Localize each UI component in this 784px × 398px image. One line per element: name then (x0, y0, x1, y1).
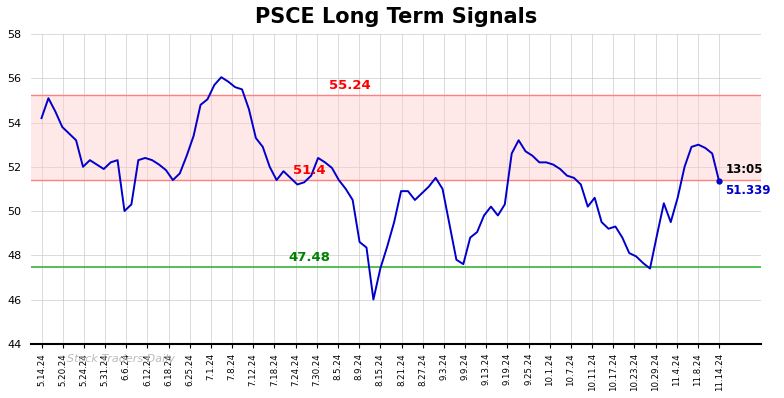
Text: 51.339: 51.339 (725, 184, 771, 197)
Text: 13:05: 13:05 (725, 163, 763, 176)
Text: Stock Traders Daily: Stock Traders Daily (67, 354, 175, 364)
Bar (31, 95, 761, 180)
Title: PSCE Long Term Signals: PSCE Long Term Signals (255, 7, 537, 27)
Text: 55.24: 55.24 (329, 80, 371, 92)
Text: 47.48: 47.48 (289, 251, 330, 264)
Text: 51.4: 51.4 (293, 164, 325, 178)
